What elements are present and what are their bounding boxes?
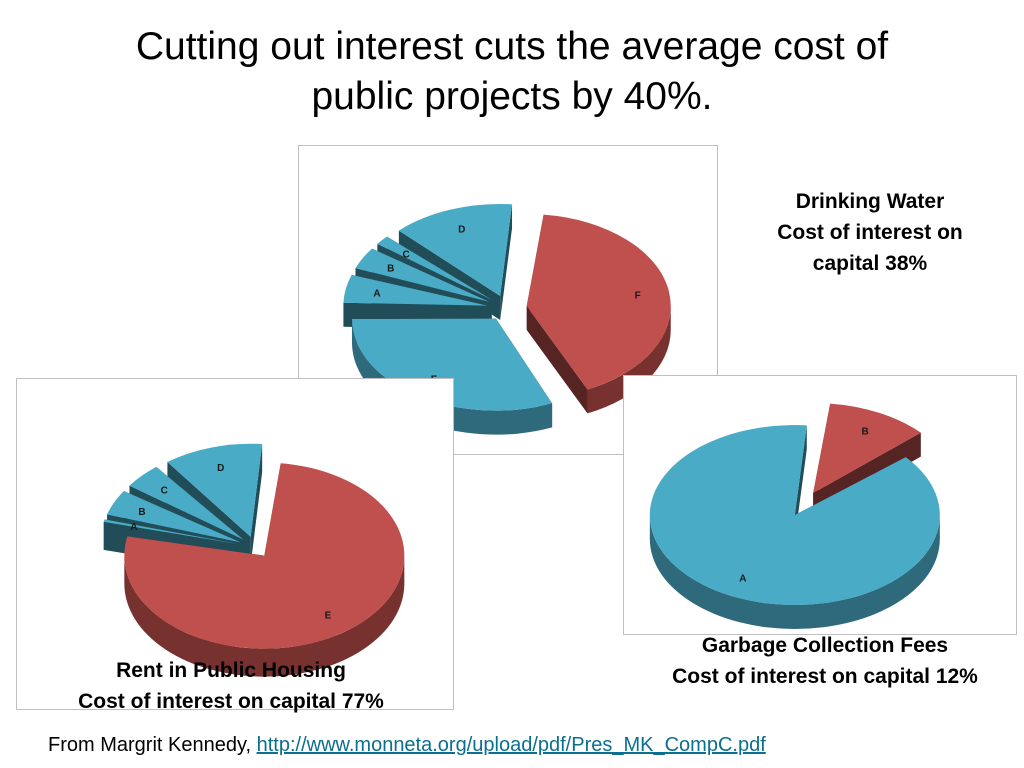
caption-line: Garbage Collection Fees <box>701 634 949 657</box>
slide-title: Cutting out interest cuts the average co… <box>40 22 984 122</box>
pie-slice-label: B <box>861 427 868 438</box>
pie-slice-e: E <box>124 463 405 677</box>
drinking-water-caption: Drinking Water Cost of interest on capit… <box>725 186 1015 279</box>
source-link[interactable]: http://www.monneta.org/upload/pdf/Pres_M… <box>256 734 766 756</box>
pie-slice-label: A <box>373 288 380 299</box>
pie-slice-label: F <box>635 291 641 302</box>
garbage-collection-caption: Garbage Collection Fees Cost of interest… <box>630 630 1020 692</box>
pie-slice-label: C <box>161 486 168 497</box>
pie-slice-label: E <box>325 611 332 622</box>
pie-slice-f: F <box>526 214 671 414</box>
source-citation: From Margrit Kennedy, http://www.monneta… <box>48 734 766 757</box>
pie-slice-a: A <box>649 425 940 630</box>
caption-line: Cost of interest on <box>777 221 963 244</box>
pie-slice-label: C <box>403 249 410 260</box>
pie-slice-label: A <box>739 573 746 584</box>
public-housing-caption: Rent in Public Housing Cost of interest … <box>16 655 446 717</box>
pie-slice-label: B <box>138 507 145 518</box>
pie-slice-label: B <box>387 264 394 275</box>
caption-line: Cost of interest on capital 77% <box>78 690 384 713</box>
source-prefix: From Margrit Kennedy, <box>48 734 257 756</box>
caption-line: Rent in Public Housing <box>116 659 346 682</box>
caption-line: Drinking Water <box>795 190 945 213</box>
caption-line: capital 38% <box>812 252 928 275</box>
pie-svg: D C BA E <box>103 443 405 677</box>
caption-line: Cost of interest on capital 12% <box>672 665 978 688</box>
pie-slice-label: D <box>217 463 224 474</box>
title-line-2: public projects by 40%. <box>311 75 713 118</box>
pie-slice-label: D <box>458 225 465 236</box>
pie-svg: BA <box>649 403 940 630</box>
pie-slice-label: A <box>130 522 137 533</box>
title-line-1: Cutting out interest cuts the average co… <box>135 25 889 68</box>
